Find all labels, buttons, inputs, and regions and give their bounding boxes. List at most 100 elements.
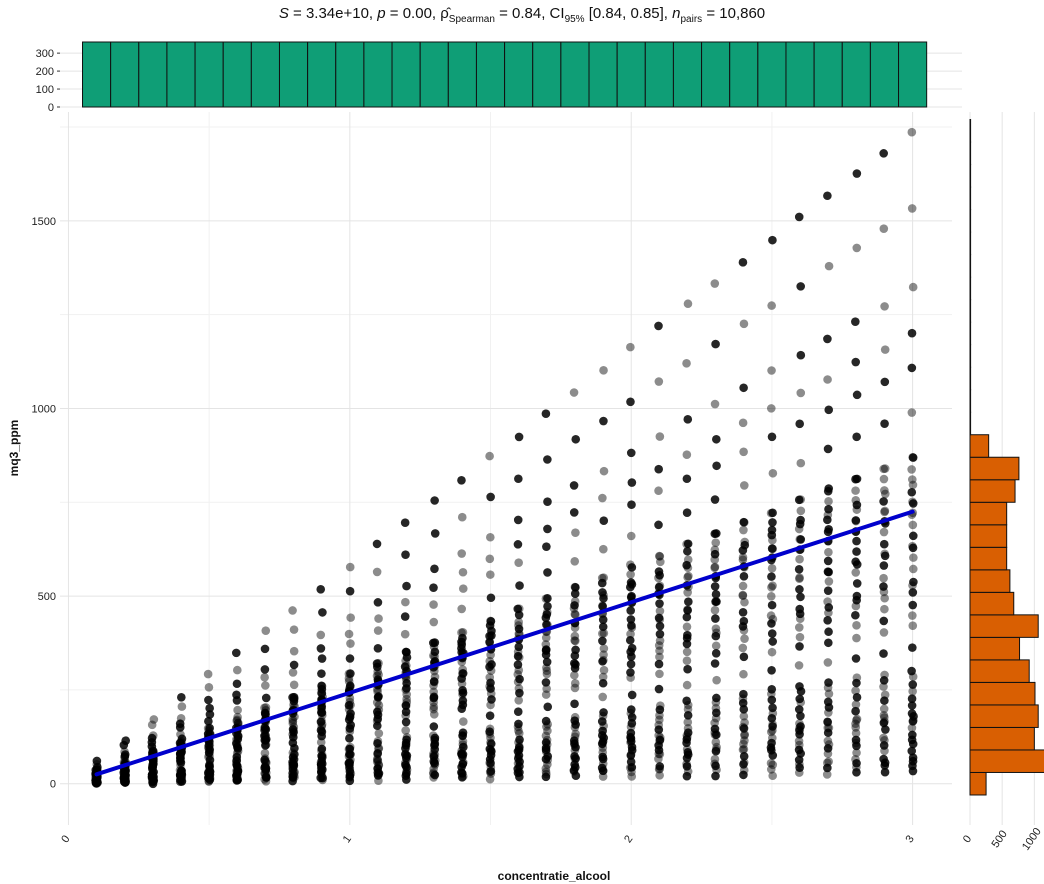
scatter-point — [768, 535, 777, 545]
right-histogram-panel: 0 500 1000 — [961, 112, 1044, 853]
scatter-point — [457, 669, 467, 678]
scatter-point — [147, 770, 157, 780]
scatter-point — [655, 733, 665, 742]
scatter-point — [204, 748, 214, 758]
scatter-point — [627, 623, 637, 632]
scatter-point — [908, 753, 918, 763]
scatter-point — [710, 495, 720, 504]
scatter-point — [824, 603, 834, 612]
scatter-point — [401, 761, 410, 770]
scatter-point — [373, 710, 383, 720]
scatter-point — [599, 708, 608, 717]
scatter-point — [543, 601, 552, 611]
scatter-point — [796, 388, 806, 398]
right-histogram-bar — [969, 254, 972, 278]
scatter-point — [879, 682, 888, 691]
scatter-point — [908, 680, 918, 689]
scatter-point — [824, 689, 834, 699]
right-x-tick-label: 1000 — [1020, 826, 1044, 853]
scatter-point — [739, 319, 749, 329]
scatter-point — [486, 593, 496, 603]
scatter-point — [683, 664, 692, 674]
title-s-symbol: S — [278, 5, 289, 22]
scatter-point — [261, 693, 271, 703]
scatter-point — [683, 767, 693, 776]
scatter-point — [486, 762, 496, 772]
scatter-point — [655, 636, 665, 645]
scatter-point — [823, 556, 833, 566]
scatter-point — [795, 554, 804, 564]
top-histogram-bar — [222, 41, 252, 108]
scatter-point — [656, 557, 665, 567]
scatter-point — [766, 758, 776, 768]
scatter-point — [374, 658, 383, 668]
scatter-point — [684, 597, 693, 606]
scatter-point — [401, 726, 410, 735]
scatter-point — [851, 700, 861, 709]
right-histogram-bar — [969, 614, 1039, 638]
scatter-point — [852, 169, 862, 178]
scatter-point — [823, 723, 833, 733]
scatter-point — [260, 703, 269, 713]
scatter-point — [739, 616, 749, 626]
scatter-point — [597, 763, 607, 773]
scatter-point — [712, 434, 721, 444]
scatter-point — [571, 434, 581, 444]
scatter-point — [852, 621, 861, 630]
scatter-point — [739, 744, 749, 754]
top-y-tick-label: 0 — [48, 102, 54, 114]
scatter-point — [682, 738, 691, 748]
scatter-point — [288, 773, 298, 782]
scatter-point — [346, 639, 355, 648]
scatter-point — [851, 723, 861, 732]
scatter-point — [175, 719, 185, 728]
scatter-point — [626, 606, 635, 615]
right-histogram-bar — [969, 771, 987, 796]
scatter-point — [655, 432, 665, 441]
scatter-point — [345, 767, 355, 776]
scatter-point — [599, 573, 609, 582]
scatter-point — [739, 652, 749, 662]
right-histogram-bar — [969, 366, 972, 391]
scatter-point — [344, 701, 354, 710]
scatter-point — [429, 692, 439, 702]
scatter-point — [627, 652, 636, 661]
scatter-point — [177, 766, 186, 776]
top-histogram-bar — [363, 41, 393, 108]
scatter-point — [823, 683, 833, 692]
scatter-point — [430, 496, 439, 505]
scatter-point — [400, 662, 410, 671]
top-histogram-bar — [701, 41, 731, 108]
title-ci-value: [0.84, 0.85], — [584, 5, 673, 22]
top-histogram-bar — [391, 41, 421, 108]
scatter-point — [261, 703, 271, 712]
scatter-point — [543, 726, 552, 736]
scatter-point — [570, 699, 579, 709]
scatter-point — [766, 404, 776, 413]
scatter-point — [795, 763, 804, 772]
top-histogram-bar — [419, 41, 449, 108]
scatter-point — [852, 714, 862, 724]
top-histogram-bar — [166, 41, 196, 108]
scatter-point — [879, 561, 889, 570]
scatter-point — [824, 608, 833, 618]
scatter-point — [541, 731, 551, 741]
y-tick-label: 0 — [50, 779, 56, 791]
scatter-point — [908, 541, 917, 551]
scatter-point — [683, 588, 692, 597]
scatter-point — [710, 562, 720, 572]
scatter-point — [682, 622, 692, 632]
scatter-point — [626, 578, 636, 587]
scatter-point — [654, 659, 664, 669]
scatter-point — [457, 604, 467, 614]
scatter-point — [683, 546, 692, 556]
scatter-point — [851, 357, 861, 367]
scatter-point — [711, 339, 720, 349]
scatter-point — [627, 563, 637, 572]
scatter-point — [738, 555, 748, 565]
right-histogram-bar — [969, 524, 1008, 548]
scatter-point — [909, 553, 918, 562]
scatter-point — [177, 702, 187, 711]
scatter-point — [881, 725, 890, 734]
scatter-point — [710, 399, 720, 409]
